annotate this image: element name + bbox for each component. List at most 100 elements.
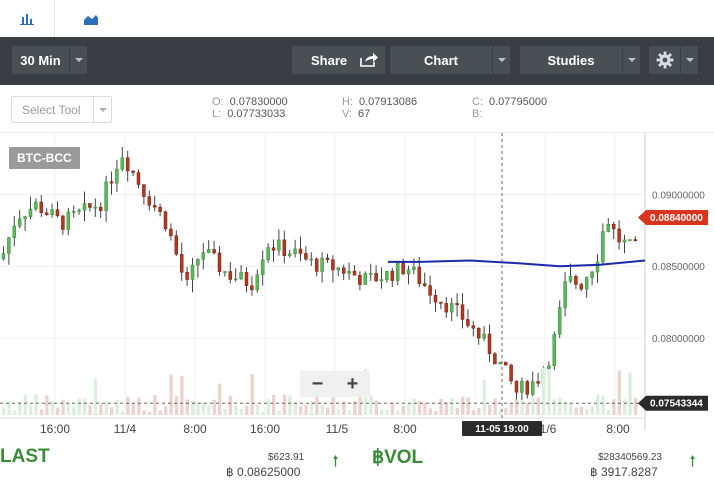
interval-dropdown[interactable]: 30 Min	[12, 46, 87, 74]
down-candle	[439, 301, 443, 304]
down-candle	[536, 381, 540, 384]
volume-bar	[39, 409, 44, 415]
volume-bar	[380, 409, 384, 415]
volume-bar	[585, 408, 589, 415]
down-candle	[174, 235, 179, 255]
low-readout: L: 0.07733033	[212, 108, 286, 120]
chart-label: Chart	[424, 52, 458, 68]
up-candle	[482, 333, 486, 339]
down-candle	[282, 239, 287, 256]
down-candle	[142, 184, 146, 197]
volume-bar	[552, 399, 557, 415]
zoom-in-button[interactable]: +	[346, 372, 359, 395]
volume-bar	[234, 405, 238, 415]
chart-type-tabs	[0, 0, 714, 37]
volume-bar	[488, 404, 492, 415]
down-candle	[352, 270, 357, 276]
settings-dropdown[interactable]	[649, 46, 698, 74]
volume-bar	[223, 408, 227, 415]
volume-bar	[126, 396, 130, 415]
down-candle	[179, 254, 184, 273]
down-candle	[401, 262, 405, 275]
gear-icon	[656, 51, 673, 69]
down-candle	[250, 285, 254, 291]
volume-bar	[23, 394, 27, 415]
volume-bar	[309, 401, 314, 415]
high-readout: H: 0.07913086	[342, 96, 418, 108]
select-tool-dropdown[interactable]: Select Tool	[11, 96, 112, 123]
volume-bar	[293, 401, 297, 415]
x-tick-label: 11/4	[114, 422, 137, 436]
up-candle	[239, 272, 243, 280]
down-candle	[503, 361, 508, 366]
down-candle	[98, 206, 103, 211]
volume-bar	[423, 403, 427, 415]
down-candle	[444, 303, 449, 313]
volume-bar	[2, 407, 6, 415]
up-candle	[190, 264, 195, 280]
down-candle	[358, 274, 362, 285]
up-candle	[601, 231, 605, 263]
up-candle	[552, 334, 557, 366]
volume-bar	[56, 407, 60, 415]
up-candle	[363, 273, 368, 285]
volume-bar	[212, 399, 216, 415]
zoom-out-button[interactable]: −	[311, 372, 324, 395]
volume-bar	[336, 409, 341, 415]
down-candle	[271, 247, 276, 251]
up-candle	[395, 262, 400, 281]
up-candle	[568, 276, 573, 282]
bar-chart-tab[interactable]	[0, 0, 55, 37]
volume-bar	[525, 402, 530, 415]
volume-bar	[304, 404, 308, 415]
chart-dropdown[interactable]: Chart	[390, 46, 510, 74]
up-candle	[206, 249, 211, 253]
symbol-label: BTC-BCC	[9, 147, 80, 169]
studies-dropdown[interactable]: Studies	[520, 46, 640, 74]
up-candle	[563, 281, 567, 308]
share-button[interactable]: Share	[292, 46, 385, 74]
down-candle	[185, 271, 189, 280]
up-candle	[93, 206, 98, 209]
volume-bar	[185, 399, 189, 415]
volume-bar	[347, 410, 351, 415]
down-candle	[574, 276, 578, 285]
down-candle	[298, 248, 303, 254]
down-candle	[476, 328, 481, 339]
volume-bar	[590, 406, 594, 415]
chevron-down-icon	[93, 97, 111, 122]
volume-bar	[563, 401, 567, 415]
up-candle	[82, 203, 87, 211]
volume-bar	[153, 395, 157, 415]
volume-bar	[596, 394, 600, 415]
arrow-up-icon: 🠑	[333, 453, 339, 469]
volume-bar	[93, 379, 98, 415]
volume-bar	[104, 401, 108, 415]
volume-bar	[120, 411, 125, 415]
up-candle	[368, 273, 373, 275]
chevron-down-icon	[492, 46, 510, 74]
volume-bar	[115, 400, 119, 415]
down-candle	[325, 257, 330, 260]
area-chart-icon	[83, 14, 98, 25]
studies-label: Studies	[547, 52, 595, 68]
volume-bar	[201, 402, 206, 415]
select-tool-label: Select Tool	[22, 102, 81, 117]
up-candle	[223, 271, 227, 273]
volume-bar	[353, 400, 357, 415]
up-candle	[266, 247, 270, 261]
x-tick-label: 16:00	[250, 422, 280, 436]
area-chart-tab[interactable]	[63, 0, 118, 37]
volume-bar	[466, 397, 470, 415]
crosshair-date-tag	[462, 421, 542, 436]
volume-bar	[18, 401, 22, 415]
volume-bar	[471, 410, 476, 415]
volume-usd: $28340569.23	[598, 452, 662, 463]
volume-bar	[110, 407, 114, 415]
up-candle	[606, 224, 611, 232]
up-candle	[309, 258, 314, 261]
down-candle	[611, 224, 616, 230]
bar-chart-icon	[20, 13, 34, 25]
bid-readout: B:	[472, 108, 483, 120]
last-price-tag	[638, 210, 708, 226]
